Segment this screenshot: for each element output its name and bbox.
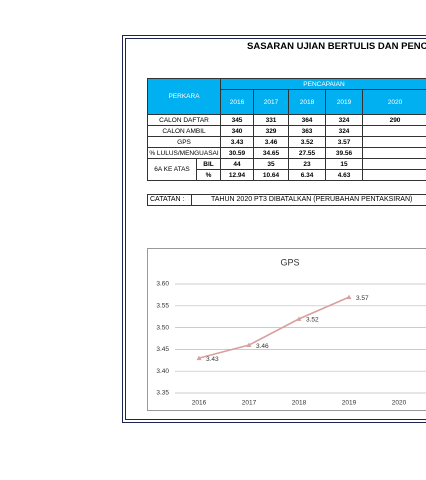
table-row: CALON DAFTAR 345 331 364 324 290 (146, 114, 426, 126)
table-row: % LULUS/MENGUASAI 30.59 34.65 27.55 39.56 (146, 147, 426, 159)
table-cell: 3.46 (253, 136, 290, 148)
table-cell: 331 (253, 114, 290, 126)
table-cell (362, 158, 426, 170)
table-cell: 2019 (325, 89, 364, 115)
note-text: TAHUN 2020 PT3 DIBATALKAN (PERUBAHAN PEN… (211, 196, 413, 203)
marker (246, 342, 252, 348)
table-cell: 4.63 (325, 169, 364, 181)
data-label: 3.46 (256, 343, 269, 350)
marker (346, 294, 352, 300)
data-label: 3.52 (306, 317, 319, 324)
table-cell: BIL (195, 158, 222, 170)
x-tick-label: 2019 (342, 400, 357, 407)
y-tick-label: 3.60 (156, 281, 169, 288)
table-cell: 44 (220, 158, 255, 170)
table-cell: PERKARA (146, 78, 222, 115)
table-cell: 34.65 (253, 147, 290, 159)
y-tick-label: 3.45 (156, 346, 169, 353)
table-cell: CALON AMBIL (146, 125, 222, 137)
note: CATATAN : TAHUN 2020 PT3 DIBATALKAN (PER… (147, 194, 426, 206)
table-cell: 2018 (288, 89, 327, 115)
table-cell: 35 (253, 158, 290, 170)
table-cell: % (195, 169, 222, 181)
table-row: GPS 3.43 3.46 3.52 3.57 (146, 136, 426, 148)
table-cell: 3.43 (220, 136, 255, 148)
chart-title: GPS (280, 257, 299, 267)
table-cell: GPS (146, 136, 222, 148)
series-line (198, 296, 350, 359)
table-cell: 2017 (253, 89, 290, 115)
table-cell: 363 (288, 125, 327, 137)
table-cell: 10.64 (253, 169, 290, 181)
page-title: SASARAN UJIAN BERTULIS DAN PENCAPA (247, 41, 426, 52)
frame (122, 35, 426, 423)
table-cell: 324 (325, 114, 364, 126)
x-tick-label: 2016 (192, 400, 207, 407)
table-cell: 364 (288, 114, 327, 126)
y-tick-label: 3.50 (156, 324, 169, 331)
x-tick-label: 2017 (242, 400, 257, 407)
note-label: CATATAN : (150, 196, 185, 203)
table-cell: % LULUS/MENGUASAI (146, 147, 222, 159)
marker (296, 316, 302, 321)
chart: GPS 3.35 3.40 3.45 3.50 3.55 3.60 2016 2017 2018… (147, 248, 426, 411)
table-cell: 23 (288, 158, 327, 170)
table-cell: 27.55 (288, 147, 327, 159)
table-cell: 340 (220, 125, 255, 137)
y-tick-label: 3.35 (156, 390, 169, 397)
data-label: 3.43 (206, 356, 219, 363)
table-row: 6A KE ATAS BIL 44 35 23 15 (147, 158, 426, 181)
table-cell: 2016 (220, 89, 255, 115)
table-cell: 345 (220, 114, 255, 126)
x-tick-label: 2018 (292, 400, 307, 407)
table-cell (362, 125, 426, 137)
table-cell: 2020 (362, 89, 426, 115)
table: PERKARA PENCAPAIAN 2016 2017 2018 2019 2020 CAL… (146, 78, 426, 181)
table-cell: 15 (325, 158, 364, 170)
table-cell (362, 147, 426, 159)
table-cell: 3.52 (288, 136, 327, 148)
table-cell: PENCAPAIAN (220, 78, 426, 90)
marker (196, 355, 202, 361)
x-tick-label: 2020 (392, 400, 407, 407)
table-cell: 6.34 (288, 169, 327, 181)
table-cell: 39.56 (325, 147, 364, 159)
table-cell: 6A KE ATAS (147, 158, 197, 181)
table-cell (362, 136, 426, 148)
table-cell: CALON DAFTAR (146, 114, 222, 126)
table-cell: 290 (362, 114, 426, 126)
table-cell: 12.94 (220, 169, 255, 181)
data-label: 3.57 (356, 295, 369, 302)
y-tick-label: 3.40 (156, 368, 169, 375)
table-row: PERKARA PENCAPAIAN (146, 78, 426, 115)
table-row: % 12.94 10.64 6.34 4.63 (148, 169, 426, 181)
table-cell: 324 (325, 125, 364, 137)
table-cell: 30.59 (220, 147, 255, 159)
table-cell (362, 169, 426, 181)
y-tick-label: 3.55 (156, 303, 169, 310)
table-cell: 3.57 (325, 136, 364, 148)
table-row: CALON AMBIL 340 329 363 324 (146, 125, 426, 137)
table-cell: 329 (253, 125, 290, 137)
